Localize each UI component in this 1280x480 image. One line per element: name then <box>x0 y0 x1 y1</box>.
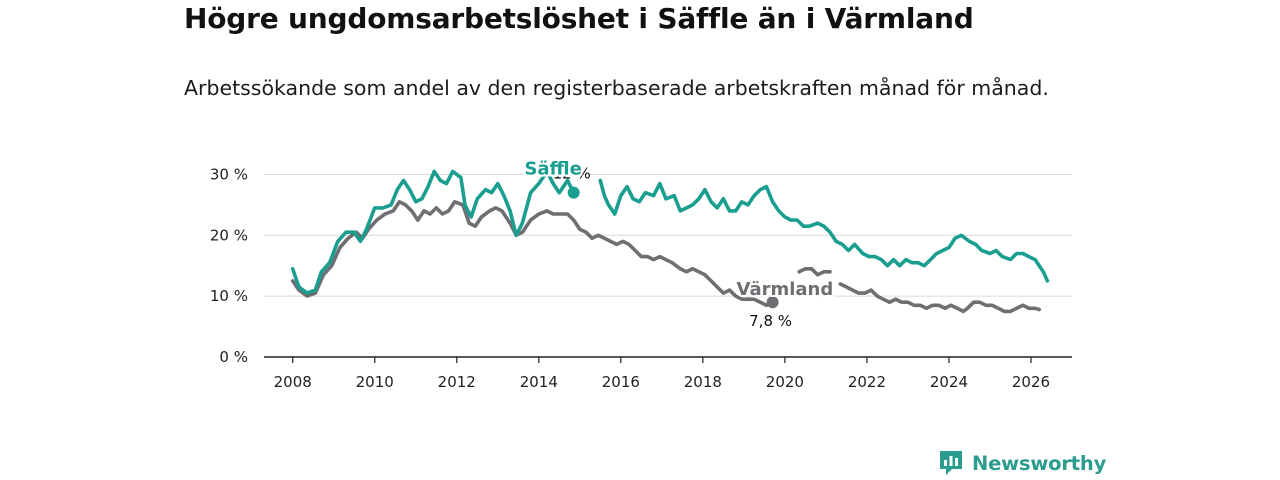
varmland-series-line <box>838 282 1041 314</box>
y-tick-label: 0 % <box>219 348 248 366</box>
x-tick-label: 2024 <box>930 373 968 391</box>
saffle-end-label: 12 % <box>553 165 591 183</box>
x-tick-label: 2010 <box>356 373 394 391</box>
y-tick-label: 30 % <box>210 165 248 183</box>
varmland-series-line <box>290 200 775 308</box>
varmland-end-label: 7,8 % <box>749 312 792 330</box>
varmland-series-label: Värmland <box>737 279 834 300</box>
x-tick-label: 2022 <box>848 373 886 391</box>
newsworthy-icon <box>940 451 962 475</box>
x-tick-label: 2026 <box>1012 373 1050 391</box>
x-tick-label: 2008 <box>274 373 312 391</box>
chart-title: Högre ungdomsarbetslöshet i Säffle än i … <box>184 2 974 35</box>
saffle-end-point <box>567 186 580 199</box>
y-tick-label: 20 % <box>210 226 248 244</box>
x-tick-label: 2016 <box>602 373 640 391</box>
saffle-series-line <box>598 178 1050 283</box>
x-tick-label: 2012 <box>438 373 476 391</box>
varmland-end-point <box>766 296 779 309</box>
saffle-series-label: Säffle <box>524 158 581 179</box>
y-tick-label: 10 % <box>210 287 248 305</box>
newsworthy-logo[interactable]: Newsworthy <box>938 449 1106 477</box>
chart-subtitle: Arbetssökande som andel av den registerb… <box>184 76 1049 100</box>
saffle-series-line <box>290 169 576 295</box>
x-tick-label: 2018 <box>684 373 722 391</box>
brand-name: Newsworthy <box>972 451 1107 475</box>
x-tick-label: 2020 <box>766 373 804 391</box>
varmland-series-line <box>797 267 832 277</box>
x-tick-label: 2014 <box>520 373 558 391</box>
